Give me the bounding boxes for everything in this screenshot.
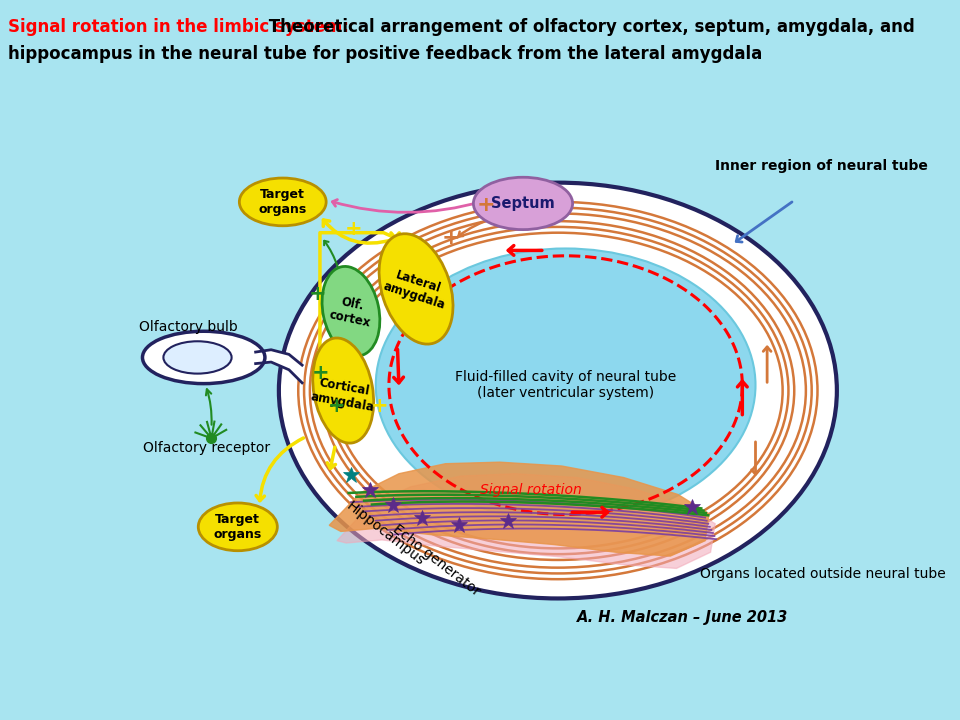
Ellipse shape [322,266,380,356]
Text: Olfactory receptor: Olfactory receptor [143,441,271,455]
Text: +: + [308,284,326,305]
Text: Septum: Septum [492,196,555,211]
Text: Organs located outside neural tube: Organs located outside neural tube [700,567,946,580]
Text: +: + [476,195,495,215]
Ellipse shape [318,219,798,562]
Text: Theoretical arrangement of olfactory cortex, septum, amygdala, and: Theoretical arrangement of olfactory cor… [263,18,915,36]
Text: +: + [327,396,346,416]
Text: Fluid-filled cavity of neural tube: Fluid-filled cavity of neural tube [455,371,676,384]
Text: (later ventricular system): (later ventricular system) [477,386,654,400]
Text: Inner region of neural tube: Inner region of neural tube [715,158,928,173]
Text: Signal rotation in the limbic system:: Signal rotation in the limbic system: [8,18,348,36]
Text: Olfactory bulb: Olfactory bulb [139,320,238,334]
Text: Target
organs: Target organs [214,513,262,541]
Polygon shape [329,462,709,556]
Ellipse shape [142,331,265,384]
Text: +: + [442,228,460,248]
Ellipse shape [313,338,373,443]
Text: Olf.
cortex: Olf. cortex [327,293,374,329]
Text: +: + [371,396,388,416]
Text: Signal rotation: Signal rotation [480,484,582,498]
Ellipse shape [199,503,277,551]
Polygon shape [337,474,715,568]
Ellipse shape [163,341,231,374]
Ellipse shape [375,248,756,522]
Ellipse shape [379,234,453,344]
Text: Target
organs: Target organs [258,188,307,216]
Text: hippocampus in the neural tube for positive feedback from the lateral amygdala: hippocampus in the neural tube for posit… [8,45,762,63]
Text: Echo generator: Echo generator [390,523,483,599]
Text: Hippocampus: Hippocampus [344,499,426,568]
Text: +: + [345,219,362,239]
Ellipse shape [239,178,326,226]
Ellipse shape [278,183,837,598]
Ellipse shape [473,177,572,230]
Text: Cortical
amygdala: Cortical amygdala [309,375,377,414]
Text: A. H. Malczan – June 2013: A. H. Malczan – June 2013 [577,610,788,624]
Text: +: + [312,363,330,383]
Text: Lateral
amygdala: Lateral amygdala [381,266,451,312]
